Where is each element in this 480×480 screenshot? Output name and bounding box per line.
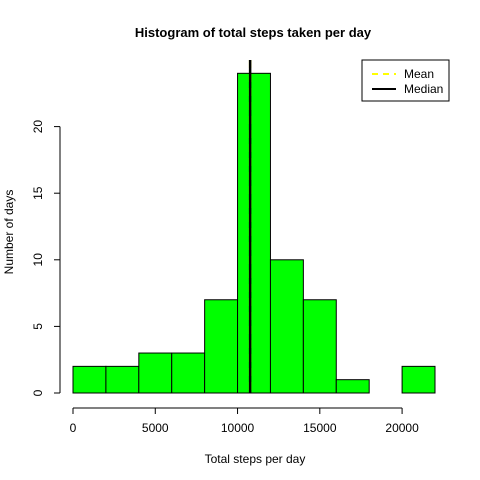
y-axis-label: Number of days	[2, 190, 16, 275]
x-tick-label: 0	[70, 421, 77, 435]
histogram-bar	[138, 352, 173, 394]
histogram-bar	[171, 352, 206, 394]
histogram-bar	[105, 365, 140, 394]
x-tick-label: 15000	[303, 421, 337, 435]
y-axis: 0 5 10 15 20	[31, 120, 61, 396]
x-tick-label: 10000	[221, 421, 255, 435]
y-tick-label: 0	[31, 389, 45, 396]
x-tick-label: 20000	[385, 421, 419, 435]
histogram-bar	[401, 365, 436, 394]
histogram-bar	[204, 299, 239, 394]
histogram-bar	[237, 72, 271, 394]
chart-title: Histogram of total steps taken per day	[135, 25, 372, 40]
y-tick-label: 20	[31, 120, 45, 134]
histogram-bar	[72, 365, 107, 394]
y-tick-label: 15	[31, 186, 45, 200]
legend-box	[361, 59, 450, 102]
x-axis: 0 5000 10000 15000 20000	[70, 407, 419, 435]
histogram-bar	[335, 379, 370, 394]
x-tick-label: 5000	[142, 421, 169, 435]
legend: Mean Median	[361, 59, 450, 102]
histogram-bar	[302, 299, 337, 394]
legend-median-label: Median	[404, 82, 443, 96]
legend-mean-label: Mean	[404, 67, 434, 81]
y-tick-label: 5	[31, 323, 45, 330]
y-tick-label: 10	[31, 253, 45, 267]
histogram-bar	[269, 259, 304, 394]
bars-group	[72, 72, 436, 394]
x-axis-label: Total steps per day	[205, 452, 306, 466]
